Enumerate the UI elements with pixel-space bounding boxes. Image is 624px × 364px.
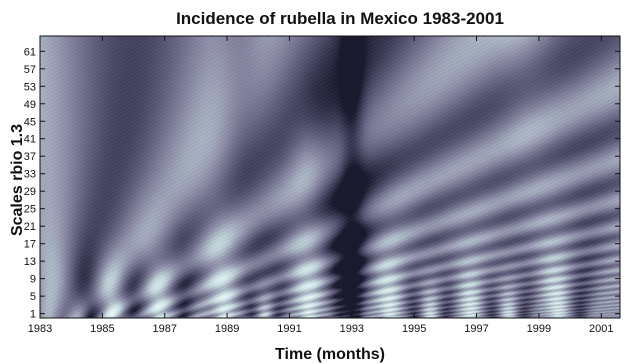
- y-tick-label: 57: [24, 64, 36, 76]
- y-tick-label: 9: [30, 274, 36, 286]
- chart-title: Incidence of rubella in Mexico 1983-2001: [176, 9, 504, 28]
- y-tick-label: 13: [24, 256, 36, 268]
- y-tick-label: 29: [24, 186, 36, 198]
- x-axis: 1983 1985 1987 1989 1991 1993 1995 1997 1999 2001: [28, 36, 614, 335]
- y-tick-label: 41: [24, 134, 36, 146]
- y-tick-label: 49: [24, 99, 36, 111]
- x-tick-label: 1989: [215, 323, 239, 335]
- x-tick-label: 1987: [152, 323, 176, 335]
- x-tick-label: 1985: [90, 323, 114, 335]
- x-tick-label: 2001: [589, 323, 613, 335]
- x-tick-label: 1991: [277, 323, 301, 335]
- y-tick-label: 21: [24, 221, 36, 233]
- y-axis: 1 5 9 13 17 21 25 29 33 37 41 45 49 53 57 61: [24, 46, 620, 321]
- y-axis-label: Scales rbio 1.3: [9, 124, 26, 236]
- x-tick-label: 1995: [402, 323, 426, 335]
- x-tick-label: 1999: [527, 323, 551, 335]
- y-tick-label: 53: [24, 81, 36, 93]
- y-tick-label: 1: [30, 309, 36, 321]
- y-tick-label: 61: [24, 46, 36, 58]
- x-axis-label: Time (months): [275, 346, 385, 363]
- y-tick-label: 17: [24, 239, 36, 251]
- x-tick-label: 1993: [340, 323, 364, 335]
- plot-frame: [39, 35, 621, 319]
- y-tick-label: 37: [24, 151, 36, 163]
- x-tick-label: 1997: [464, 323, 488, 335]
- plot-area: [39, 35, 621, 319]
- y-tick-label: 45: [24, 116, 36, 128]
- x-tick-label: 1983: [28, 323, 52, 335]
- y-tick-label: 25: [24, 204, 36, 216]
- y-tick-label: 5: [30, 291, 36, 303]
- heatmap-canvas-wrapper: [40, 36, 620, 318]
- y-tick-label: 33: [24, 169, 36, 181]
- heatmap-canvas: [40, 36, 620, 318]
